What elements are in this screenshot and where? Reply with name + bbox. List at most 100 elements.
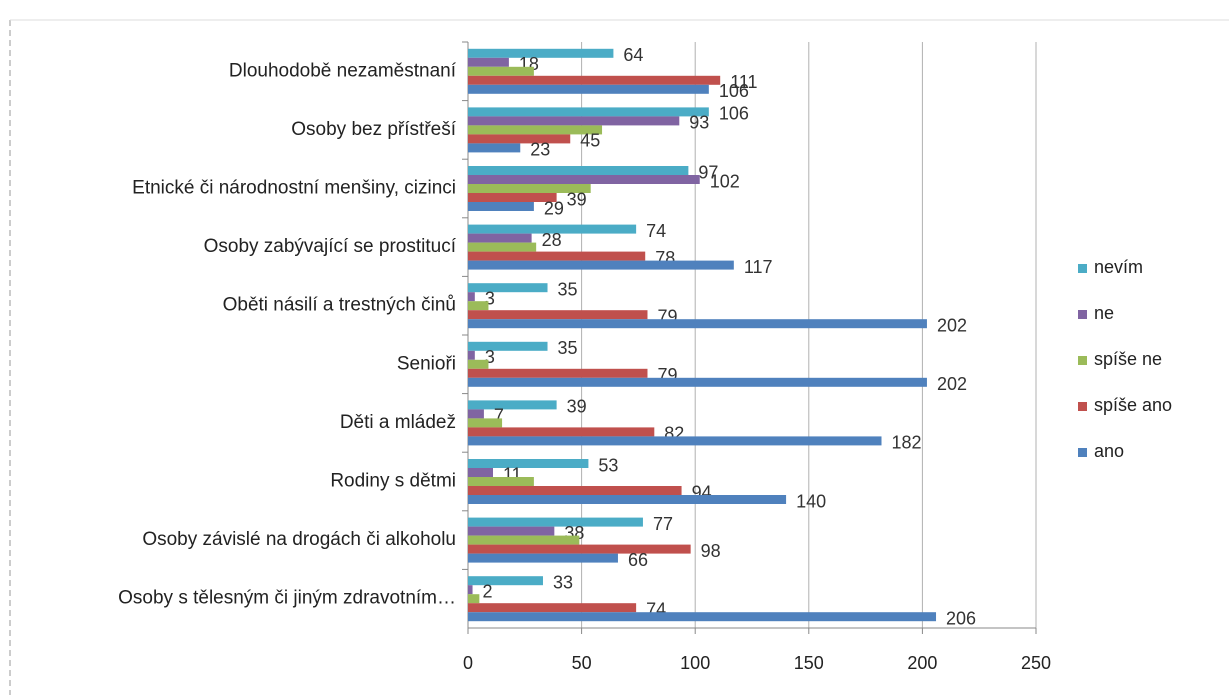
bar — [468, 594, 480, 604]
value-label: 45 — [580, 131, 600, 151]
category-label: Osoby zabývající se prostitucí — [204, 236, 457, 257]
value-label: 35 — [558, 279, 578, 299]
bar — [468, 486, 682, 495]
bar — [468, 517, 643, 527]
legend-swatch — [1078, 448, 1087, 457]
x-tick-label: 50 — [572, 653, 592, 673]
bar — [468, 359, 489, 369]
bar — [468, 436, 882, 446]
legend-swatch — [1078, 264, 1087, 273]
bar — [468, 603, 637, 613]
bar — [468, 48, 614, 58]
bar — [468, 535, 580, 545]
bar — [468, 612, 937, 622]
bar — [468, 468, 493, 477]
category-label: Osoby s tělesným či jiným zdravotním… — [118, 588, 456, 609]
legend-label: spíše ne — [1094, 349, 1162, 369]
bar — [468, 350, 475, 360]
bar — [468, 143, 521, 153]
bar — [468, 224, 637, 234]
value-label: 29 — [544, 198, 564, 218]
value-label: 206 — [946, 608, 976, 628]
value-label: 106 — [719, 81, 749, 101]
value-label: 77 — [653, 514, 673, 534]
legend-label: spíše ano — [1094, 395, 1172, 415]
bar — [468, 427, 655, 437]
category-label: Dlouhodobě nezaměstnaní — [229, 60, 457, 81]
category-label: Oběti násilí a trestných činů — [223, 295, 456, 316]
x-tick-label: 100 — [680, 653, 710, 673]
category-label: Osoby závislé na drogách či alkoholu — [142, 529, 456, 550]
bar — [468, 75, 721, 85]
bar — [468, 459, 589, 468]
bar — [468, 377, 927, 387]
bar — [468, 134, 571, 144]
value-label: 117 — [744, 257, 773, 277]
value-label: 53 — [598, 455, 618, 475]
bar — [468, 418, 503, 428]
bar — [468, 242, 537, 252]
value-label: 3 — [485, 347, 495, 367]
bar — [468, 107, 709, 117]
bar — [468, 57, 509, 67]
category-label: Senioři — [397, 353, 456, 374]
bar — [468, 233, 532, 243]
bar — [468, 283, 548, 293]
x-tick-label: 200 — [907, 653, 937, 673]
bar — [468, 368, 648, 378]
x-tick-label: 150 — [794, 653, 824, 673]
legend-swatch — [1078, 402, 1087, 411]
bar — [468, 166, 689, 175]
value-label: 39 — [567, 397, 587, 417]
legend-label: ne — [1094, 303, 1114, 323]
value-label: 202 — [937, 374, 967, 394]
bar — [468, 495, 787, 504]
value-label: 74 — [646, 221, 666, 241]
bar — [468, 400, 557, 410]
value-label: 2 — [483, 581, 493, 601]
bar — [468, 341, 548, 351]
value-label: 35 — [558, 338, 578, 358]
value-label: 33 — [553, 572, 573, 592]
bar — [468, 553, 618, 563]
value-label: 140 — [796, 491, 826, 511]
value-label: 23 — [530, 140, 550, 160]
bar — [468, 202, 534, 211]
category-label: Etnické či národnostní menšiny, cizinci — [132, 178, 456, 199]
bar — [468, 544, 691, 554]
bar — [468, 585, 473, 595]
bar — [468, 477, 534, 486]
value-label: 111 — [730, 72, 757, 92]
bar — [468, 526, 555, 536]
legend-label: nevím — [1094, 257, 1143, 277]
value-label: 98 — [701, 541, 721, 561]
legend-swatch — [1078, 310, 1087, 319]
value-label: 39 — [567, 189, 587, 209]
value-label: 28 — [542, 230, 562, 250]
value-label: 182 — [892, 433, 922, 453]
bar — [468, 409, 484, 419]
category-label: Děti a mládež — [340, 412, 456, 433]
value-label: 102 — [710, 171, 740, 191]
category-label: Osoby bez přístřeší — [291, 119, 456, 140]
value-label: 93 — [689, 113, 709, 133]
bar — [468, 175, 700, 184]
bar — [468, 319, 927, 329]
legend-swatch — [1078, 356, 1087, 365]
value-label: 3 — [485, 288, 495, 308]
x-tick-label: 250 — [1021, 653, 1051, 673]
bar — [468, 260, 734, 270]
bar — [468, 184, 591, 193]
bar — [468, 125, 603, 135]
bar — [468, 576, 543, 586]
x-tick-label: 0 — [463, 653, 473, 673]
bar — [468, 301, 489, 311]
bar — [468, 292, 475, 302]
bar — [468, 84, 709, 94]
bar — [468, 251, 646, 261]
value-label: 7 — [494, 406, 504, 426]
value-label: 106 — [719, 104, 749, 124]
bar — [468, 310, 648, 320]
value-label: 64 — [623, 45, 643, 65]
